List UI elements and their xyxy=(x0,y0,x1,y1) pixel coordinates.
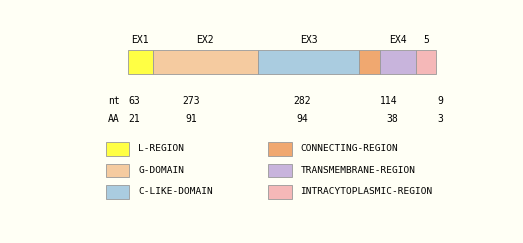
Text: 38: 38 xyxy=(386,114,397,124)
Text: EX1: EX1 xyxy=(132,35,149,45)
Bar xyxy=(359,50,380,74)
Text: EX3: EX3 xyxy=(300,35,317,45)
Bar xyxy=(268,142,291,156)
Text: nt: nt xyxy=(108,96,120,106)
Bar xyxy=(268,164,291,177)
Text: AA: AA xyxy=(108,114,120,124)
Text: 282: 282 xyxy=(294,96,311,106)
Text: 273: 273 xyxy=(182,96,200,106)
Bar xyxy=(258,50,359,74)
Text: 9: 9 xyxy=(437,96,444,106)
Bar xyxy=(106,185,129,199)
Text: 91: 91 xyxy=(185,114,197,124)
Text: 5: 5 xyxy=(423,35,429,45)
Bar xyxy=(416,50,436,74)
Bar xyxy=(380,50,416,74)
Bar xyxy=(153,50,258,74)
Text: TRANSMEMBRANE-REGION: TRANSMEMBRANE-REGION xyxy=(300,166,415,175)
Text: INTRACYTOPLASMIC-REGION: INTRACYTOPLASMIC-REGION xyxy=(300,187,433,196)
Text: 3: 3 xyxy=(437,114,444,124)
Bar xyxy=(106,164,129,177)
Text: EX2: EX2 xyxy=(197,35,214,45)
Bar xyxy=(268,185,291,199)
Bar xyxy=(106,142,129,156)
Text: 21: 21 xyxy=(128,114,140,124)
Text: C-LIKE-DOMAIN: C-LIKE-DOMAIN xyxy=(138,187,213,196)
Text: 94: 94 xyxy=(297,114,309,124)
Bar xyxy=(128,50,153,74)
Text: 63: 63 xyxy=(128,96,140,106)
Text: 114: 114 xyxy=(380,96,397,106)
Text: L-REGION: L-REGION xyxy=(138,144,184,153)
Text: G-DOMAIN: G-DOMAIN xyxy=(138,166,184,175)
Text: CONNECTING-REGION: CONNECTING-REGION xyxy=(300,144,398,153)
Text: EX4: EX4 xyxy=(389,35,406,45)
